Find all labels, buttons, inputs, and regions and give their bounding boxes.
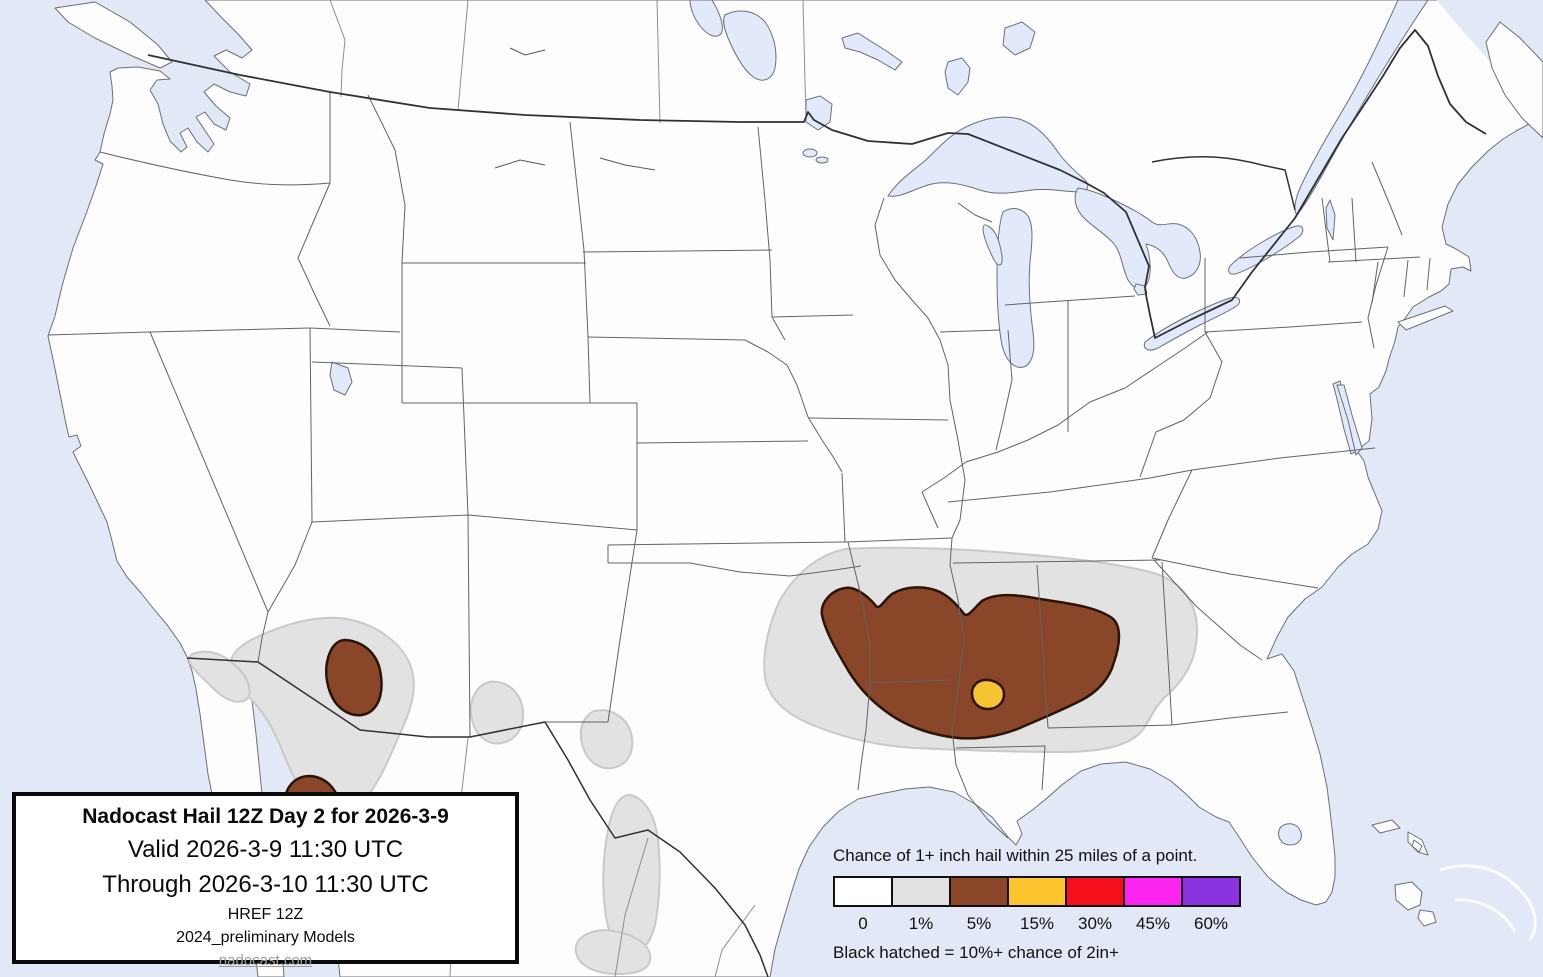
northeast-corner [1437,0,1543,139]
hail-5pct-arizona [325,638,383,717]
lake-michigan [996,208,1035,368]
forecast-through-time: Through 2026-3-10 11:30 UTC [102,871,429,898]
legend-swatch-45% [1123,876,1183,907]
hail-1pct-big-bend-mexico [602,794,661,954]
legend-swatch-1% [891,876,951,907]
chesapeake-bay [1336,384,1363,456]
lake-erie [1143,296,1241,351]
legend-title: Chance of 1+ inch hail within 25 miles o… [833,846,1198,865]
legend-label-60%: 60% [1193,914,1229,933]
lake-ontario [1228,225,1304,275]
canada-us-border [147,29,1487,339]
legend-color-bar [833,876,1269,907]
bahama-island-small [1417,909,1437,927]
state-borders [47,92,1431,839]
legend-label-0: 0 [858,914,868,933]
legend-swatch-0 [833,876,893,907]
forecast-title: Nadocast Hail 12Z Day 2 for 2026-3-9 [82,805,449,828]
legend-footnote: Black hatched = 10%+ chance of 2in+ [833,943,1119,962]
lake-winnipeg-arm [689,0,723,37]
legend-swatch-5% [949,876,1009,907]
hail-risk-15pct-areas [970,678,1006,711]
hail-1pct-nm-tx-border [469,680,525,745]
legend-label-45%: 45% [1135,914,1171,933]
great-salt-lake [329,361,353,396]
mexico-us-border [186,657,769,977]
hail-risk-5pct-areas [284,586,1121,827]
andros-island [1394,881,1423,911]
lac-seul [944,57,971,96]
bc-alberta-border [329,0,346,98]
province-borders [329,0,807,171]
hail-5pct-arklamiss [820,586,1121,740]
hail-1pct-ne-mexico [574,929,652,975]
hail-1pct-west-texas [579,709,634,770]
legend-label-30%: 30% [1077,914,1113,933]
legend-labels: 0 1% 5% 15% 30% 45% 60% [833,914,1269,934]
manitoba-ontario-border [802,0,807,123]
lake-manitoba-chain [841,32,903,71]
legend-label-5%: 5% [966,914,992,933]
hail-15pct-mississippi [970,678,1006,711]
hail-1pct-socal-lobe [188,650,251,703]
prairie-lake-1 [802,148,818,158]
forecast-models-note: 2024_preliminary Models [176,929,355,946]
lake-winnipeg [723,10,777,81]
lake-nipigon [1002,21,1036,56]
bahama-island-north [1371,819,1401,834]
legend-label-1%: 1% [908,914,934,933]
legend-label-15%: 15% [1019,914,1055,933]
nova-scotia [1485,21,1543,139]
canada-river-1 [509,47,546,56]
lake-okeechobee [1278,823,1302,846]
legend: Chance of 1+ inch hail within 25 miles o… [833,846,1269,963]
forecast-model: HREF 12Z [227,906,304,923]
saskatchewan-manitoba-border [656,0,661,124]
lake-st-clair [1133,283,1148,296]
forecast-valid-time: Valid 2026-3-9 11:30 UTC [127,836,404,863]
legend-swatch-15% [1007,876,1067,907]
grand-bahama-tip [1411,839,1423,853]
ottawa-river-border [1151,155,1296,211]
legend-swatch-30% [1065,876,1125,907]
green-bay [982,224,1003,266]
legend-swatch-60% [1181,876,1241,907]
alberta-saskatchewan-border [457,0,469,111]
nadocast-link[interactable]: nadocast.com [218,952,313,969]
forecast-title-box: Nadocast Hail 12Z Day 2 for 2026-3-9 Val… [12,792,519,969]
bahama-banks [1439,864,1537,941]
national-borders [147,29,1487,977]
canada-river-2 [494,159,546,169]
lake-champlain [1325,199,1336,241]
vancouver-island [54,1,173,69]
long-island [1397,305,1454,331]
canada-river-3 [599,157,656,171]
prairie-lake-2 [815,156,829,164]
